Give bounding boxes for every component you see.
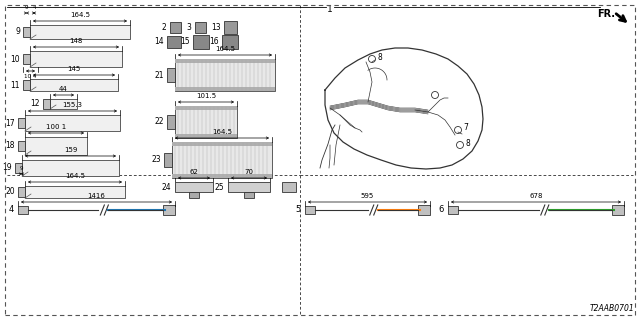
Text: 17: 17 [5, 118, 15, 127]
Bar [189, 192, 199, 198]
Text: 100 1: 100 1 [46, 124, 66, 130]
Text: 678: 678 [529, 193, 543, 199]
Bar [18, 141, 25, 151]
Bar [418, 205, 430, 215]
Text: 8: 8 [377, 52, 381, 61]
Text: 10: 10 [10, 54, 20, 63]
Bar [175, 59, 275, 63]
Text: 25: 25 [214, 182, 224, 191]
Bar [282, 182, 296, 192]
Text: 62: 62 [189, 169, 198, 175]
Bar [172, 174, 272, 178]
Text: 155.3: 155.3 [63, 102, 83, 108]
Bar [305, 206, 315, 214]
Bar [163, 205, 175, 215]
Text: 22: 22 [154, 117, 164, 126]
Bar [228, 182, 270, 192]
Text: 164.5: 164.5 [70, 12, 90, 18]
Bar [244, 192, 254, 198]
Bar [195, 21, 205, 33]
Text: 9: 9 [25, 5, 28, 10]
Text: T2AAB0701: T2AAB0701 [589, 304, 634, 313]
Bar [175, 182, 213, 192]
Bar [25, 137, 87, 155]
Text: 2: 2 [162, 22, 166, 31]
Text: 24: 24 [161, 182, 171, 191]
Text: 159: 159 [64, 147, 77, 153]
Text: 44: 44 [59, 86, 68, 92]
Bar [223, 20, 237, 34]
Bar [167, 68, 175, 82]
Text: 4: 4 [32, 5, 36, 10]
Text: 16: 16 [209, 37, 219, 46]
Text: 13: 13 [211, 22, 221, 31]
Bar [170, 21, 180, 33]
Bar [25, 115, 120, 131]
Bar [612, 205, 624, 215]
Bar [30, 25, 130, 39]
Bar [30, 51, 122, 67]
Text: 101.5: 101.5 [196, 93, 216, 99]
Bar [175, 134, 237, 138]
Bar [172, 142, 272, 146]
Text: 11: 11 [10, 81, 20, 90]
Bar [175, 106, 237, 138]
Text: 164.5: 164.5 [65, 173, 85, 179]
Text: 7: 7 [463, 124, 468, 132]
Bar [25, 186, 125, 198]
Text: 3: 3 [187, 22, 191, 31]
Bar [43, 99, 50, 109]
Bar [175, 87, 275, 91]
Bar [18, 187, 25, 197]
Bar [167, 115, 175, 129]
Text: 8: 8 [465, 139, 470, 148]
Text: 164.5: 164.5 [212, 129, 232, 135]
Text: 14: 14 [154, 37, 164, 46]
Bar [15, 163, 22, 173]
Text: 12: 12 [31, 100, 40, 108]
Bar [18, 118, 25, 128]
Text: 1416: 1416 [88, 193, 106, 199]
Text: FR.: FR. [597, 9, 615, 19]
Text: 9: 9 [20, 166, 23, 171]
Bar [164, 153, 172, 167]
Text: 23: 23 [152, 156, 161, 164]
Bar [448, 206, 458, 214]
Text: 595: 595 [361, 193, 374, 199]
Text: 21: 21 [154, 70, 164, 79]
Bar [222, 35, 238, 49]
Bar [23, 27, 30, 37]
Text: 6: 6 [438, 205, 444, 214]
Bar [18, 206, 28, 214]
Bar [23, 80, 30, 90]
Text: 4: 4 [9, 205, 14, 214]
Bar [50, 99, 77, 109]
Text: 5: 5 [296, 205, 301, 214]
Text: 15: 15 [180, 37, 190, 46]
Bar [175, 106, 237, 110]
Text: 1: 1 [327, 5, 333, 14]
Bar [30, 79, 118, 91]
Text: 10 4: 10 4 [24, 74, 36, 79]
Bar [167, 36, 181, 48]
Bar [23, 54, 30, 64]
Bar [175, 59, 275, 91]
Text: 19: 19 [3, 164, 12, 172]
Text: 9: 9 [15, 28, 20, 36]
Bar [172, 142, 272, 178]
Text: 18: 18 [6, 141, 15, 150]
Text: 20: 20 [5, 188, 15, 196]
Text: 164.5: 164.5 [215, 46, 235, 52]
Text: 148: 148 [69, 38, 83, 44]
Bar [193, 35, 209, 49]
Text: 145: 145 [67, 66, 81, 72]
Bar [22, 160, 119, 176]
Text: 70: 70 [244, 169, 253, 175]
